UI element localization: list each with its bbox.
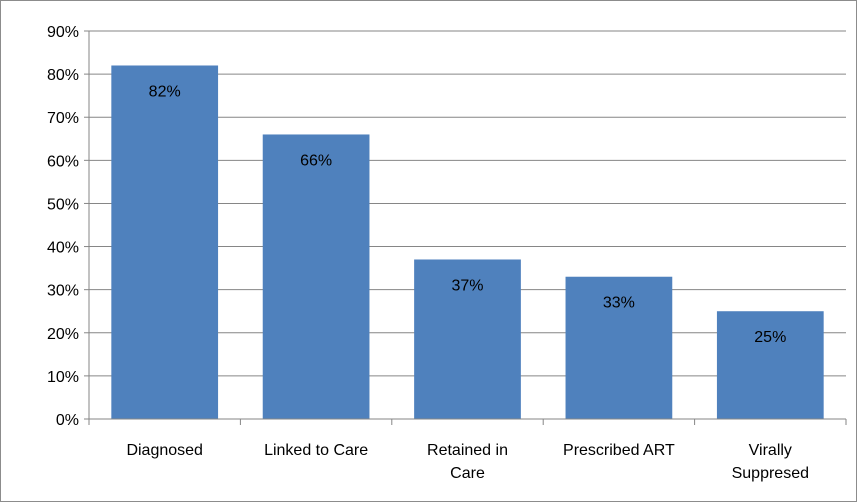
- axes: [84, 30, 847, 425]
- category-label-line: Prescribed ART: [563, 442, 675, 459]
- category-label: Diagnosed: [126, 442, 203, 459]
- category-label: Linked to Care: [264, 442, 368, 459]
- x-axis-category-labels: Diagnosed Linked to Care Retained in Care Pr…: [126, 442, 809, 482]
- data-label: 25%: [754, 329, 786, 346]
- category-label-line: Virally: [749, 442, 792, 459]
- category-label-line: Retained in: [427, 442, 508, 459]
- category-label: Virally Suppresed: [732, 442, 809, 482]
- y-axis-tick-labels: 0% 10% 20% 30% 40% 50% 60% 70% 80% 90%: [47, 24, 79, 429]
- y-tick-label: 80%: [47, 67, 79, 84]
- y-tick-label: 90%: [47, 24, 79, 41]
- y-tick-label: 60%: [47, 153, 79, 170]
- category-label-line: Diagnosed: [126, 442, 203, 459]
- y-tick-label: 20%: [47, 326, 79, 343]
- data-labels: 82% 66% 37% 33% 25%: [149, 83, 787, 346]
- y-tick-label: 10%: [47, 369, 79, 386]
- category-label-line: Care: [450, 465, 485, 482]
- y-tick-label: 50%: [47, 196, 79, 213]
- y-tick-label: 30%: [47, 283, 79, 300]
- bars: [111, 65, 824, 419]
- y-tick-label: 0%: [56, 412, 79, 429]
- data-label: 82%: [149, 83, 181, 100]
- data-label: 66%: [300, 152, 332, 169]
- bar: [262, 134, 370, 419]
- bar: [565, 276, 673, 419]
- y-tick-label: 70%: [47, 110, 79, 127]
- data-label: 33%: [603, 295, 635, 312]
- bar: [111, 65, 219, 419]
- category-label: Prescribed ART: [563, 442, 675, 459]
- category-label-line: Suppresed: [732, 465, 809, 482]
- bar: [414, 259, 521, 419]
- y-tick-label: 40%: [47, 240, 79, 257]
- bar: [716, 311, 824, 419]
- data-label: 37%: [451, 277, 483, 294]
- category-label: Retained in Care: [427, 442, 508, 482]
- category-label-line: Linked to Care: [264, 442, 368, 459]
